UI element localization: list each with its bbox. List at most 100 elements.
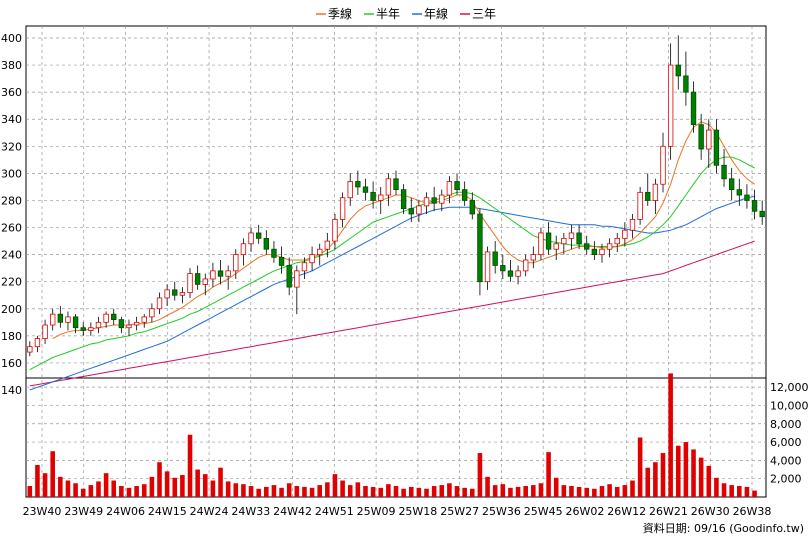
volume-bar <box>523 486 528 497</box>
volume-bar <box>492 485 498 497</box>
volume-bar <box>538 483 544 497</box>
volume-bar <box>576 486 582 497</box>
candle <box>736 178 742 206</box>
x-tick-label: 25W45 <box>524 505 563 518</box>
candle <box>698 113 704 160</box>
candle-body <box>50 313 56 326</box>
candle-body <box>690 91 697 126</box>
candle-body <box>225 270 231 277</box>
candle-body <box>172 289 178 296</box>
candle-body <box>393 178 399 191</box>
volume-bar <box>668 373 673 497</box>
candle <box>385 173 392 206</box>
volume-bar <box>73 483 78 497</box>
price-tick-label: 280 <box>1 194 22 207</box>
volume-bar <box>599 486 605 497</box>
candle <box>217 260 224 285</box>
candle <box>42 319 48 344</box>
candle <box>65 311 71 331</box>
candle <box>637 186 643 225</box>
volume-bar <box>355 482 361 497</box>
candle <box>553 235 559 261</box>
volume-bar <box>675 445 681 497</box>
volume-bar <box>630 480 635 497</box>
candle-body <box>538 232 544 256</box>
candle-body <box>263 237 269 250</box>
volume-bar <box>698 457 704 497</box>
candle-body <box>57 313 64 323</box>
candle <box>393 170 399 196</box>
candle-body <box>126 324 132 329</box>
volume-bar <box>622 485 628 497</box>
volume-bar <box>50 451 55 497</box>
data-date-footer: 資料日期: 09/16 (Goodinfo.tw) <box>643 521 804 535</box>
volume-bar <box>279 487 284 497</box>
candle-body <box>736 189 742 196</box>
candle <box>614 232 620 252</box>
candle <box>72 314 79 334</box>
candle <box>27 341 33 357</box>
candle-body <box>133 321 140 326</box>
candle <box>431 186 437 212</box>
volume-bar <box>248 486 254 497</box>
ma-half-line <box>29 156 755 371</box>
candle-body <box>286 265 292 288</box>
candle <box>652 178 659 214</box>
candle <box>164 284 170 307</box>
volume-bar <box>744 486 750 497</box>
candle-body <box>332 219 338 242</box>
volume-bar <box>172 477 178 497</box>
candle-body <box>744 194 750 201</box>
candle-body <box>660 145 666 185</box>
volume-axis: 2,000 4,000 6,000 8,000 10,000 12,000 <box>770 381 808 486</box>
candle-body <box>637 191 643 220</box>
candle <box>141 314 147 328</box>
candle-body <box>141 316 147 323</box>
candle <box>629 214 636 239</box>
candle <box>484 246 491 290</box>
volume-bar <box>347 485 353 497</box>
candle-body <box>439 194 445 204</box>
candle-body <box>561 237 567 245</box>
candle-body <box>728 178 735 191</box>
candle <box>80 322 86 336</box>
volume-bar <box>584 487 590 497</box>
candle <box>301 257 308 279</box>
volume-bar <box>607 484 612 497</box>
candle <box>332 214 338 250</box>
candle <box>339 192 346 228</box>
candle <box>240 238 247 266</box>
volume-bar <box>42 473 48 497</box>
volume-bar <box>35 464 40 497</box>
candle <box>255 224 262 244</box>
volume-tick-label: 6,000 <box>770 436 802 449</box>
candle-body <box>324 240 331 250</box>
candle <box>294 265 300 315</box>
volume-bar <box>195 469 200 497</box>
candle <box>545 222 552 255</box>
candle <box>324 232 331 258</box>
volume-bar <box>714 477 719 497</box>
candle-body <box>248 232 254 245</box>
candle <box>461 181 468 206</box>
volume-bar <box>134 486 139 497</box>
plot-frame <box>25 25 767 498</box>
candle-body <box>34 338 41 348</box>
candle-body <box>88 327 94 331</box>
volume-bar <box>424 488 429 497</box>
candle <box>118 316 125 334</box>
candle-body <box>149 308 155 318</box>
candle-body <box>271 248 277 258</box>
x-tick-label: 26W21 <box>649 505 688 518</box>
volume-bar <box>126 487 132 497</box>
volume-bar <box>241 484 246 497</box>
candle <box>660 132 666 193</box>
candle-body <box>294 270 300 288</box>
x-tick-label: 26W02 <box>566 505 605 518</box>
volume-bar <box>271 485 277 497</box>
candle <box>103 311 109 328</box>
volume-bar <box>58 476 63 497</box>
x-axis: 23W40 23W49 24W06 24W15 24W24 24W33 24W42 24W51… <box>23 505 772 518</box>
volume-bar <box>233 483 239 497</box>
